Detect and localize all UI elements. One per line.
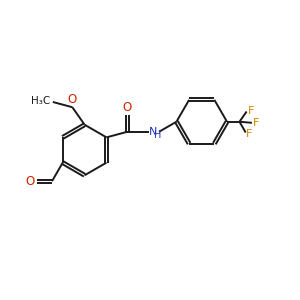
Text: F: F <box>253 118 260 128</box>
Text: H₃C: H₃C <box>31 96 50 106</box>
Text: O: O <box>26 175 35 188</box>
Text: O: O <box>122 101 132 114</box>
Text: O: O <box>68 93 77 106</box>
Text: N: N <box>149 127 158 137</box>
Text: H: H <box>154 130 162 140</box>
Text: F: F <box>246 129 253 139</box>
Text: F: F <box>248 106 254 116</box>
